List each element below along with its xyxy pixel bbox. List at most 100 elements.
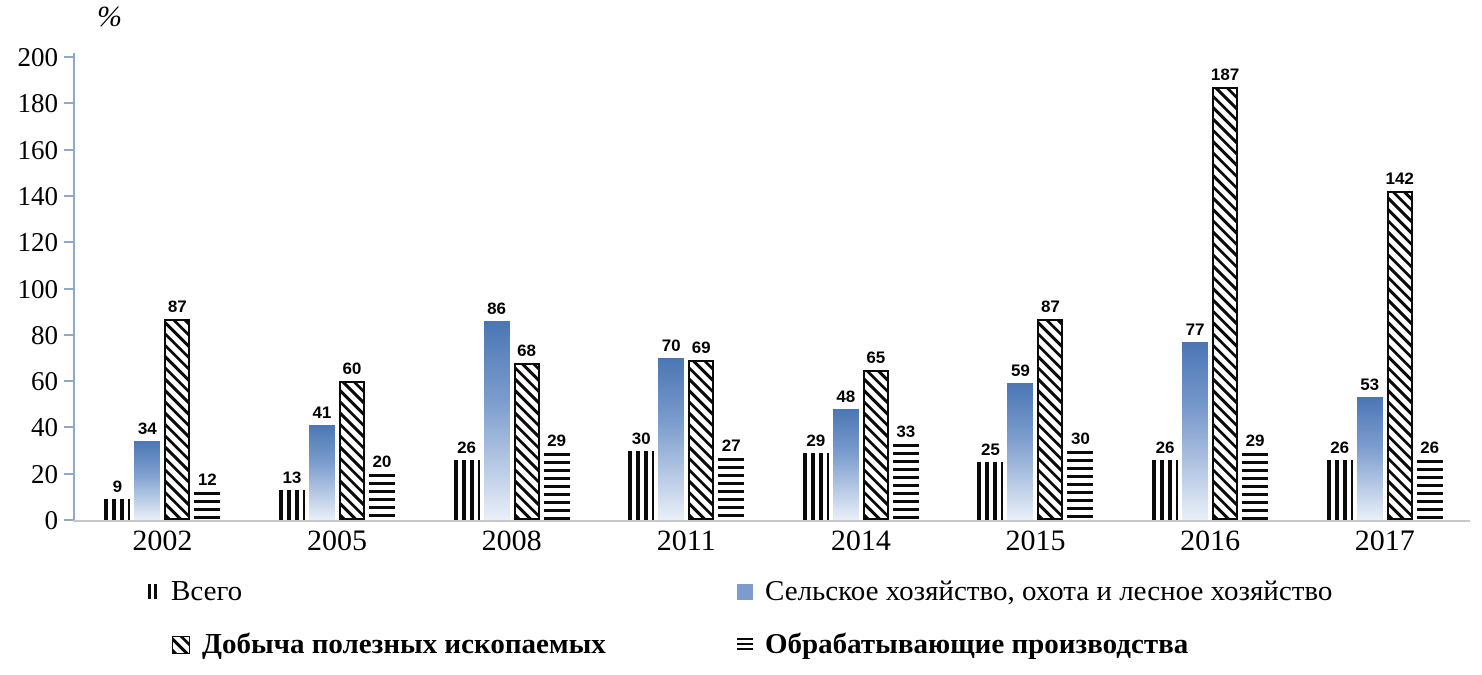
- bar-value-label: 30: [1070, 428, 1090, 448]
- legend-item-total: Всего: [148, 575, 242, 608]
- bar-value-label: 25: [980, 440, 1000, 460]
- y-axis-tick-mark: [64, 287, 73, 290]
- bar-value-label: 9: [112, 477, 123, 497]
- y-axis-tick-label: 160: [17, 134, 59, 165]
- bar-column: 25: [977, 57, 1004, 520]
- bar-value-label: 29: [1245, 430, 1265, 450]
- bar: [308, 425, 335, 520]
- bar-value-label: 34: [137, 419, 157, 439]
- bar-value-label: 13: [282, 467, 302, 487]
- bar-column: 60: [338, 57, 365, 520]
- bar: [688, 360, 715, 520]
- bar-value-label: 27: [721, 435, 741, 455]
- bar-column: 77: [1182, 57, 1209, 520]
- bar-column: 30: [628, 57, 655, 520]
- bar: [1037, 318, 1064, 520]
- bar-column: 48: [832, 57, 859, 520]
- x-axis-label: 2011: [656, 524, 716, 557]
- bar-group: 29 48 65 33: [802, 57, 919, 520]
- bar: [104, 499, 131, 520]
- bar-group: 9 34 87 12: [104, 57, 221, 520]
- bar-column: 187: [1211, 57, 1239, 520]
- bar: [543, 452, 570, 520]
- y-axis-tick-mark: [64, 241, 73, 244]
- bar: [802, 452, 829, 520]
- bar: [513, 362, 540, 520]
- bar-group: 26 86 68 29: [453, 57, 570, 520]
- y-axis-tick-label: 0: [44, 505, 59, 535]
- y-axis-tick-label: 140: [17, 180, 59, 211]
- bar-value-label: 12: [197, 470, 217, 490]
- bar-value-label: 65: [866, 347, 886, 367]
- bar-column: 33: [892, 57, 919, 520]
- plot-area: 0 20 40 60 80 100 120 140 160 180 200 9 34 87 12 13 41 6…: [18, 42, 1472, 535]
- y-axis-tick-label: 80: [31, 319, 58, 350]
- bar-column: 53: [1356, 57, 1383, 520]
- y-axis-tick-label: 120: [17, 227, 59, 258]
- bar-value-label: 87: [1040, 296, 1060, 316]
- x-axis-label: 2017: [1354, 524, 1415, 557]
- x-axis-label: 2008: [481, 524, 542, 557]
- bar-value-label: 69: [691, 338, 711, 358]
- bar-column: 34: [134, 57, 161, 520]
- bar-value-label: 86: [487, 298, 507, 318]
- bar-column: 86: [483, 57, 510, 520]
- bars-layer: 9 34 87 12 13 41 60 20 26 86 68 29 30 70 69 27 29 48 65 33 2…: [75, 57, 1472, 520]
- y-axis-tick-label: 100: [17, 273, 59, 304]
- bar-value-label: 68: [517, 340, 537, 360]
- y-axis-tick-mark: [64, 56, 73, 58]
- bar-column: 29: [1242, 57, 1269, 520]
- bar-value-label: 87: [167, 296, 187, 316]
- bar-value-label: 48: [836, 386, 856, 406]
- bar: [1007, 383, 1034, 520]
- bar: [1152, 459, 1179, 520]
- bar-column: 29: [802, 57, 829, 520]
- bar-column: 87: [1037, 57, 1064, 520]
- diagonal-hatch-legend-icon: [172, 635, 190, 654]
- bar: [1386, 191, 1413, 520]
- legend-label-manufacturing: Обрабатывающие производства: [765, 628, 1189, 660]
- y-axis-tick-mark: [64, 380, 73, 383]
- bar-column: 29: [543, 57, 570, 520]
- y-axis-tick-mark: [64, 426, 73, 429]
- legend-label-agriculture: Сельское хозяйство, охота и лесное хозяй…: [765, 575, 1333, 607]
- bar-value-label: 26: [1330, 437, 1350, 457]
- bar-column: 26: [453, 57, 480, 520]
- bar: [718, 457, 745, 520]
- y-axis-tick-mark: [64, 472, 73, 475]
- bar-value-label: 26: [1155, 437, 1175, 457]
- bar-column: 26: [1152, 57, 1179, 520]
- legend-item-mining: Добыча полезных ископаемых: [172, 628, 606, 661]
- bar-value-label: 77: [1185, 319, 1205, 339]
- legend-label-mining: Добыча полезных ископаемых: [202, 628, 606, 660]
- bar-column: 13: [278, 57, 305, 520]
- bar: [1416, 459, 1443, 520]
- bar: [338, 381, 365, 520]
- bar: [194, 492, 221, 520]
- bar-column: 26: [1326, 57, 1353, 520]
- bar-column: 12: [194, 57, 221, 520]
- bar-column: 87: [164, 57, 191, 520]
- bar-value-label: 26: [457, 437, 477, 457]
- bar-value-label: 30: [631, 428, 651, 448]
- bar-value-label: 29: [547, 430, 567, 450]
- bar: [368, 473, 395, 520]
- bar-value-label: 59: [1010, 361, 1030, 381]
- y-axis-tick-mark: [64, 519, 73, 521]
- bar-column: 26: [1416, 57, 1443, 520]
- vertical-stripes-legend-icon: [148, 584, 159, 600]
- bar-column: 68: [513, 57, 540, 520]
- horizontal-stripes-legend-icon: [737, 638, 753, 652]
- bar: [977, 462, 1004, 520]
- bar: [628, 450, 655, 520]
- bar-value-label: 26: [1420, 437, 1440, 457]
- bar: [278, 489, 305, 520]
- y-axis-tick-label: 40: [31, 412, 58, 443]
- y-axis-tick-mark: [64, 194, 73, 197]
- legend-item-manufacturing: Обрабатывающие производства: [737, 628, 1189, 661]
- y-axis-line: [73, 53, 75, 520]
- bar-column: 69: [688, 57, 715, 520]
- bar: [892, 443, 919, 520]
- bar: [1182, 341, 1209, 520]
